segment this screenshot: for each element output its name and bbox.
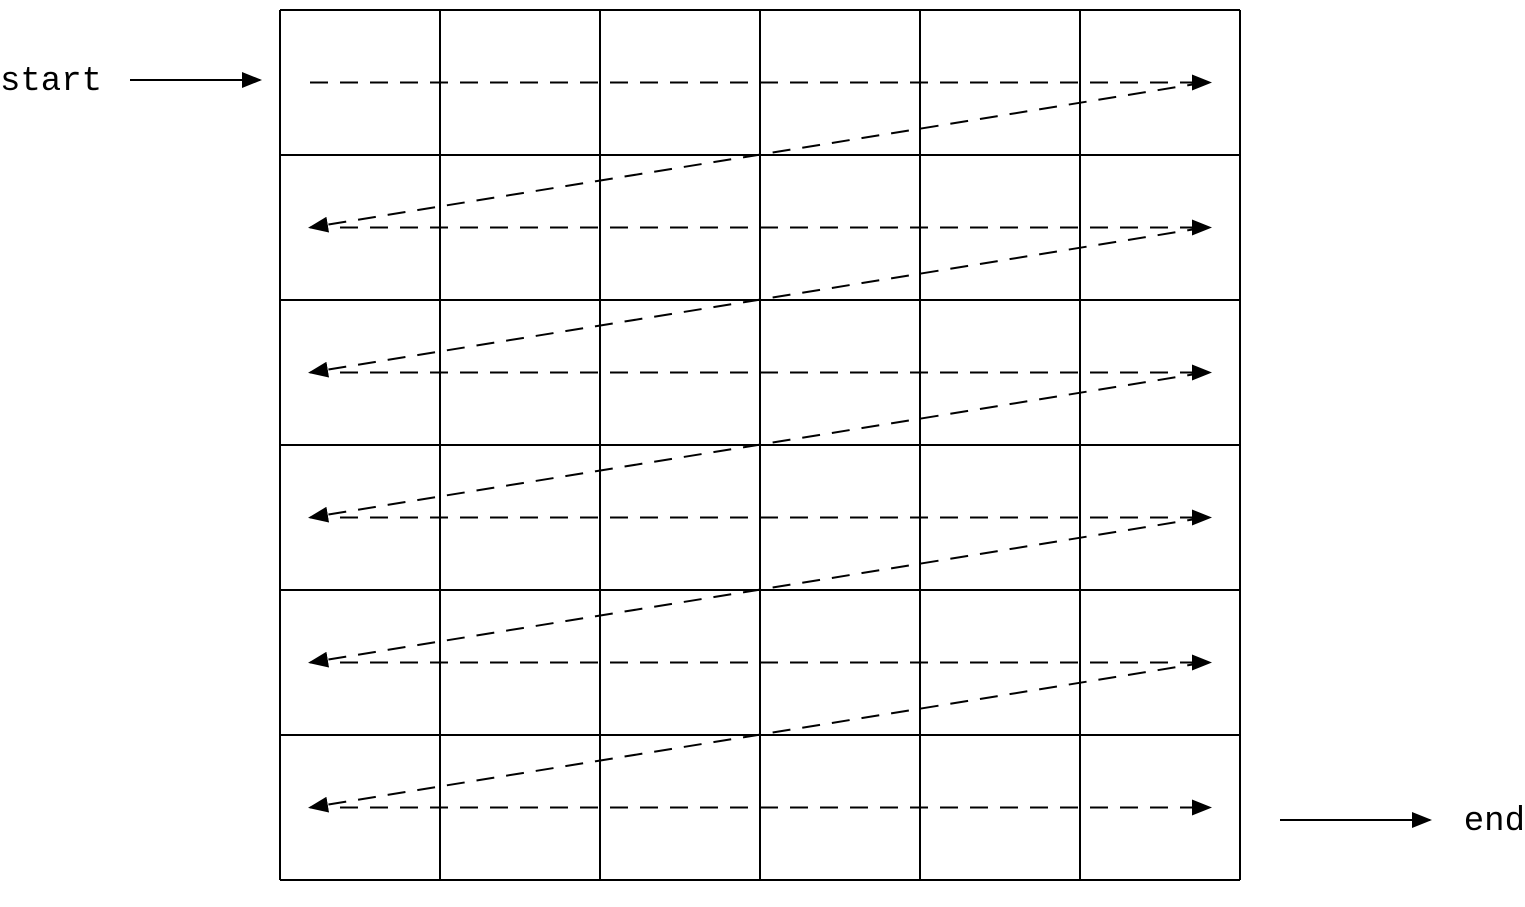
end-label: end (1464, 803, 1525, 841)
raster-scan-diagram: start end (0, 0, 1525, 907)
start-label: start (0, 63, 102, 101)
scan-arrows (130, 80, 1430, 820)
